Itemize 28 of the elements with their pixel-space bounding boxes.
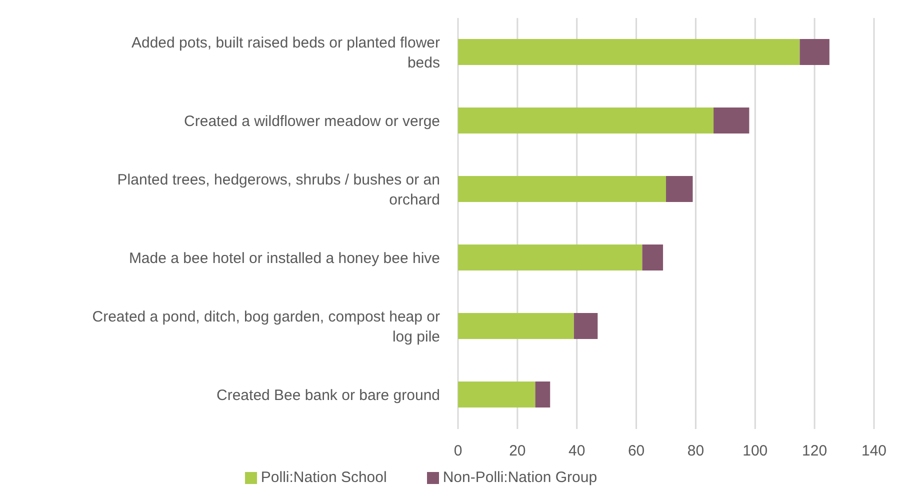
bar [458,382,536,408]
bar [535,382,550,408]
bar [458,176,666,202]
y-tick-label: Added pots, built raised beds or planted flower beds [131,34,440,71]
x-tick-label: 100 [742,442,768,460]
bar [574,313,598,339]
bar [666,176,693,202]
x-tick-label: 140 [861,442,887,460]
bar [458,313,574,339]
bar [800,39,830,65]
bar [458,108,714,134]
x-tick-label: 60 [628,442,645,460]
x-tick-label: 20 [509,442,526,460]
x-tick-label: 120 [802,442,828,460]
y-tick-label: Made a bee hotel or installed a honey bee hive [128,249,440,266]
y-tick-label: Created Bee bank or bare ground [216,386,440,404]
y-tick-label: Created a pond, ditch, bog garden, compost heap or log pile [92,308,440,345]
legend-label: Polli:Nation School [260,469,387,486]
x-tick-label: 80 [687,442,704,460]
x-tick-label: 40 [568,442,586,460]
legend-label: Non-Polli:Nation Group [442,469,598,486]
x-tick-label: 0 [454,442,462,460]
bar [458,39,800,65]
y-tick-label: Created a wildflower meadow or verge [184,112,440,130]
y-tick-label: Planted trees, hedgerows, shrubs / bushes or an orchard [117,170,440,208]
bar [714,108,750,134]
bar [458,244,642,270]
bar [642,244,664,270]
